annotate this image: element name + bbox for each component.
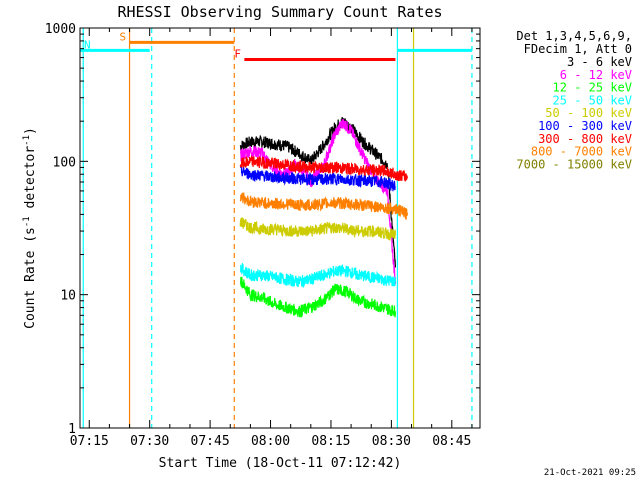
series-line [239, 117, 396, 268]
y-axis-title-mid: detector [23, 146, 38, 217]
x-tick-label: 08:30 [372, 434, 411, 449]
series-line [239, 217, 396, 242]
y-axis-title-sup-2: -1 [22, 135, 32, 146]
state-bar-label: F [234, 48, 241, 61]
legend-header-line-2: FDecim 1, Att 0 [524, 42, 632, 56]
x-tick-label: 08:00 [251, 434, 290, 449]
x-axis-title: Start Time (18-Oct-11 07:12:42) [159, 456, 402, 471]
y-axis-title: Count Rate (s-1 detector-1) [22, 127, 38, 329]
legend-header-line-1: Det 1,3,4,5,6,9, [516, 29, 632, 43]
x-tick-label: 08:45 [432, 434, 471, 449]
series-line [239, 165, 396, 192]
x-tick-label: 08:15 [311, 434, 350, 449]
state-bar-label: N [84, 38, 91, 51]
series-line [240, 263, 396, 288]
y-axis-title-sup-1: -1 [22, 216, 32, 227]
data-layer: S N F [80, 28, 473, 428]
state-bar-label: S [120, 30, 127, 43]
y-axis-title-end: ) [23, 127, 38, 135]
legend: Det 1,3,4,5,6,9, FDecim 1, Att 0 3 - 6 k… [516, 29, 632, 171]
legend-entry: 7000 - 15000 keV [516, 157, 632, 171]
plot-frame [79, 27, 481, 429]
legend-entry: 50 - 100 keV [545, 106, 632, 120]
legend-entry: 6 - 12 keV [560, 68, 632, 82]
y-tick-label: 10 [60, 289, 76, 304]
footer-timestamp: 21-Oct-2021 09:25 [544, 468, 636, 478]
series-line [239, 192, 409, 220]
legend-entry: 100 - 300 keV [538, 119, 632, 133]
chart-title: RHESSI Observing Summary Count Rates [117, 3, 442, 21]
y-axis-title-main: Count Rate (s [23, 227, 38, 329]
axis-layer: 1 10 100 1000 07:15 07:30 07:45 08:00 08:15 08:30… [45, 22, 480, 449]
legend-entry: 3 - 6 keV [567, 55, 632, 69]
series-line [239, 155, 409, 182]
legend-entry: 25 - 50 keV [553, 93, 632, 107]
legend-entry: 800 - 7000 keV [531, 145, 632, 159]
y-tick-label: 100 [53, 155, 76, 170]
legend-entry: 300 - 800 keV [538, 132, 632, 146]
x-tick-label: 07:45 [191, 434, 230, 449]
x-tick-label: 07:30 [130, 434, 169, 449]
y-tick-label: 1000 [45, 22, 76, 37]
legend-entry: 12 - 25 keV [553, 81, 632, 95]
x-tick-label: 07:15 [70, 434, 109, 449]
y-tick-label: 1 [68, 422, 76, 437]
series-line [239, 276, 396, 318]
